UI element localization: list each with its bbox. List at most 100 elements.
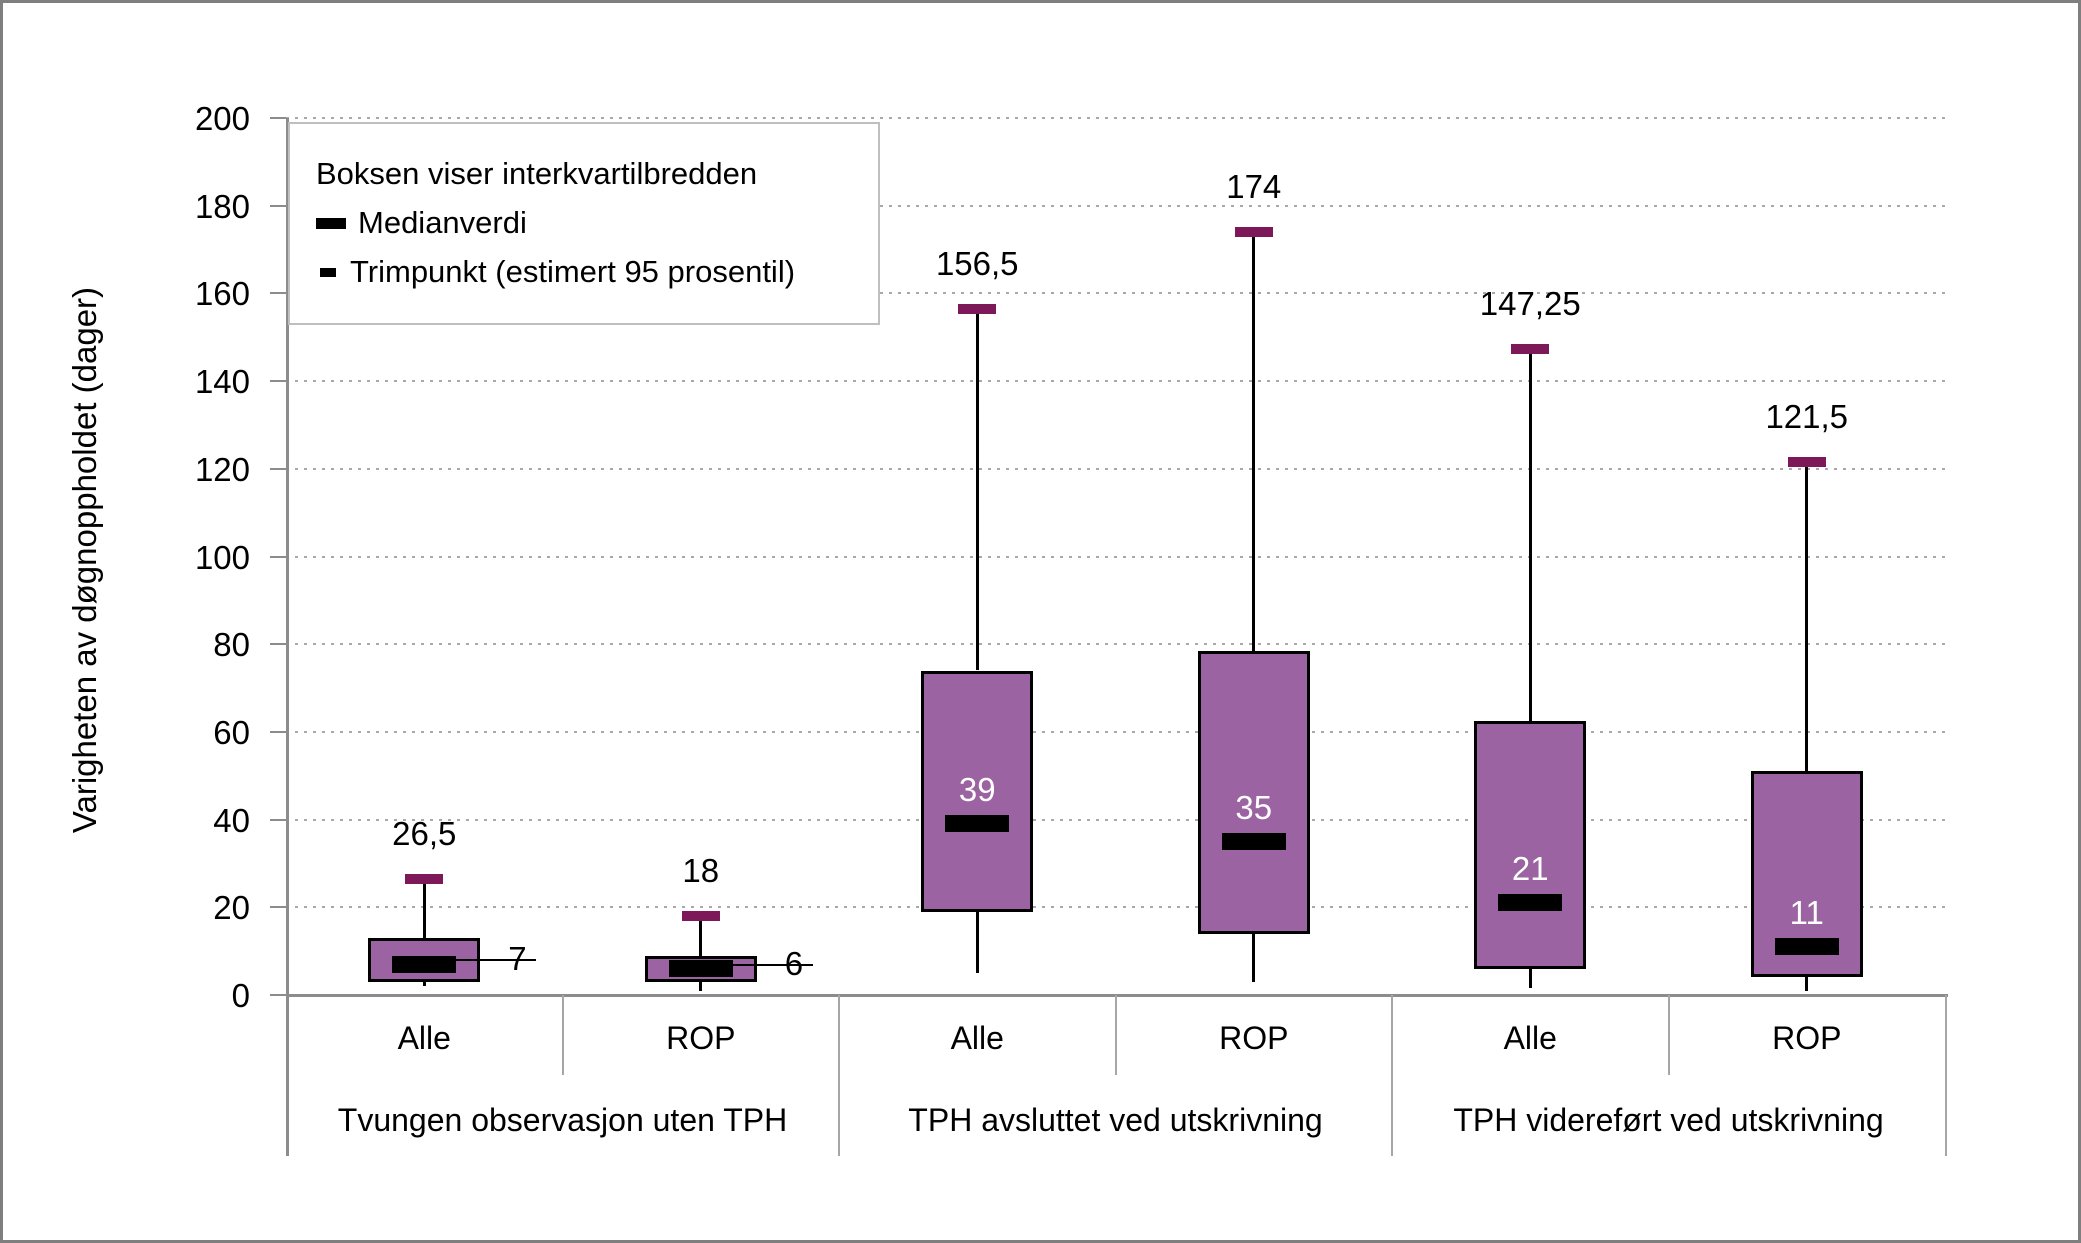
- trim-point-2-1: [1787, 457, 1826, 468]
- y-axis-title: Varigheten av døgnoppholdet (dager): [66, 286, 103, 834]
- box-2-0: [1474, 720, 1587, 969]
- y-tick-label-140: 140: [194, 363, 250, 401]
- y-tick-label-40: 40: [213, 801, 250, 839]
- group-separator-2: [1391, 995, 1393, 1156]
- median-bar-1-0: [945, 815, 1010, 833]
- upper-whisker-0-0: [422, 878, 426, 938]
- upper-whisker-2-0: [1528, 349, 1532, 721]
- trim-point-0-1: [681, 911, 720, 922]
- lower-whisker-2-1: [1805, 977, 1809, 991]
- median-label-0-1: 6: [784, 944, 804, 982]
- box-0-0: [368, 937, 481, 982]
- box-1-1: [1197, 650, 1310, 934]
- y-tick-label-160: 160: [194, 275, 250, 313]
- gridline-200: [286, 117, 1945, 119]
- y-tick-label-100: 100: [194, 538, 250, 576]
- median-bar-1-1: [1221, 833, 1286, 851]
- subcategory-label-1-1: ROP: [1219, 1020, 1289, 1056]
- median-bar-0-0: [392, 955, 457, 973]
- gridline-180: [286, 204, 1945, 207]
- group-label-0: Tvungen observasjon uten TPH: [337, 1102, 788, 1138]
- subcategory-separator-3: [1114, 995, 1117, 1075]
- lower-whisker-0-1: [699, 981, 703, 991]
- box-1-0: [921, 670, 1034, 912]
- trim-label-1-1: 174: [1226, 168, 1282, 205]
- y-tick-180: [270, 204, 286, 207]
- median-bar-2-1: [1774, 938, 1839, 956]
- legend-row-median: Medianverdi: [316, 204, 878, 243]
- y-tick-label-0: 0: [231, 977, 250, 1014]
- trim-point-1-1: [1234, 227, 1273, 237]
- y-tick-label-120: 120: [194, 450, 250, 488]
- gridline-140: [286, 380, 1945, 383]
- subcategory-label-0-1: ROP: [666, 1020, 736, 1056]
- y-tick-20: [270, 906, 286, 909]
- median-label-1-0: 39: [958, 771, 996, 809]
- subcategory-separator-1: [561, 995, 564, 1075]
- median-label-2-0: 21: [1511, 850, 1549, 888]
- y-tick-40: [270, 818, 286, 821]
- y-tick-label-20: 20: [213, 889, 250, 927]
- subcategory-separator-5: [1667, 995, 1670, 1075]
- x-axis-line: [286, 994, 1948, 997]
- gridline-160: [286, 292, 1945, 295]
- gridline-60: [286, 730, 1945, 733]
- lower-whisker-1-0: [975, 911, 979, 974]
- trim-point-0-0: [405, 873, 444, 884]
- y-tick-label-200: 200: [194, 100, 250, 137]
- median-label-0-0: 7: [508, 940, 527, 978]
- y-tick-label-80: 80: [213, 626, 250, 664]
- gridline-80: [286, 643, 1945, 646]
- legend-iqr-label: Boksen viser interkvartilbredden: [316, 156, 758, 192]
- trim-point-1-0: [958, 303, 997, 314]
- subcategory-label-0-0: Alle: [397, 1020, 451, 1056]
- upper-whisker-1-0: [975, 308, 979, 671]
- lower-whisker-0-0: [422, 981, 426, 987]
- trim-point-2-0: [1511, 344, 1550, 355]
- legend: Boksen viser interkvartilbredden Medianv…: [288, 122, 880, 325]
- trim-label-0-0: 26,5: [392, 814, 457, 852]
- median-leader-0-1: [732, 963, 813, 966]
- legend-row-trim: Trimpunkt (estimert 95 prosentil): [316, 253, 878, 292]
- y-axis-line: [286, 118, 289, 1156]
- gridline-100: [286, 555, 1945, 558]
- subcategory-label-2-0: Alle: [1503, 1020, 1557, 1056]
- y-tick-120: [270, 467, 286, 470]
- median-bar-0-1: [668, 960, 733, 978]
- group-label-2: TPH videreført ved utskrivning: [1453, 1102, 1884, 1138]
- gridline-40: [286, 818, 1945, 821]
- legend-median-label: Medianverdi: [358, 205, 527, 241]
- category-table-right-edge: [1945, 995, 1947, 1156]
- y-tick-label-60: 60: [213, 713, 250, 751]
- median-label-1-1: 35: [1235, 789, 1273, 827]
- y-tick-200: [270, 117, 286, 119]
- trim-label-1-0: 156,5: [935, 244, 1019, 282]
- median-label-2-1: 11: [1789, 894, 1824, 932]
- y-tick-0: [270, 994, 286, 996]
- y-tick-label-180: 180: [194, 187, 250, 225]
- upper-whisker-2-1: [1805, 462, 1809, 772]
- lower-whisker-1-1: [1252, 933, 1256, 982]
- median-leader-0-0: [456, 959, 537, 962]
- upper-whisker-1-1: [1252, 232, 1256, 651]
- legend-row-iqr: Boksen viser interkvartilbredden: [316, 155, 878, 194]
- gridline-120: [286, 467, 1945, 470]
- lower-whisker-2-0: [1528, 968, 1532, 989]
- subcategory-label-1-0: Alle: [950, 1020, 1004, 1056]
- group-label-1: TPH avsluttet ved utskrivning: [908, 1102, 1323, 1138]
- y-tick-140: [270, 380, 286, 383]
- y-tick-160: [270, 292, 286, 295]
- trim-label-0-1: 18: [682, 852, 720, 890]
- subcategory-label-2-1: ROP: [1772, 1020, 1842, 1056]
- y-tick-100: [270, 555, 286, 558]
- median-bar-2-0: [1498, 894, 1563, 912]
- trim-label-2-1: 121,5: [1765, 398, 1849, 436]
- legend-trim-label: Trimpunkt (estimert 95 prosentil): [350, 253, 796, 289]
- upper-whisker-0-1: [699, 916, 703, 956]
- trim-label-2-0: 147,25: [1479, 285, 1581, 323]
- median-dash-icon: [316, 218, 346, 229]
- group-separator-1: [838, 995, 840, 1156]
- trim-dash-icon: [320, 267, 336, 277]
- y-tick-60: [270, 730, 286, 733]
